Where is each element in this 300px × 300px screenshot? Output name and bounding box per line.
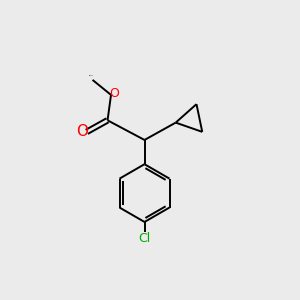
Text: O: O [76, 124, 88, 139]
Text: methyl: methyl [89, 75, 94, 76]
Text: Cl: Cl [138, 232, 151, 244]
Text: O: O [109, 87, 119, 100]
